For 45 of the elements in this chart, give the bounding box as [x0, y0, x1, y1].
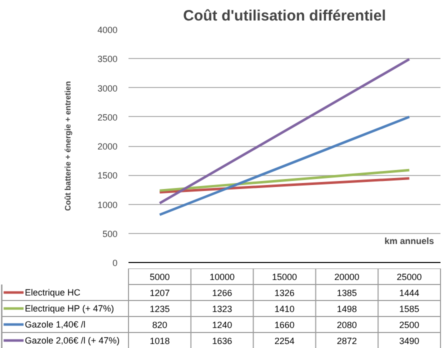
- x-tick-label: 10000: [210, 272, 235, 282]
- y-tick-label: 500: [102, 228, 118, 239]
- data-label: 2080: [336, 320, 357, 330]
- x-tick-label: 15000: [272, 272, 298, 282]
- legend-label: Gazole 2,06€ /l (+ 47%): [24, 336, 120, 346]
- y-axis-title: Coût batterie + énergie + entretien: [63, 80, 72, 211]
- y-tick-label: 2000: [97, 142, 118, 152]
- data-label: 1018: [150, 336, 170, 346]
- legend-label: Gazole 1,40€ /l: [24, 320, 86, 330]
- data-label: 1266: [212, 288, 232, 298]
- x-tick-label: 5000: [150, 272, 170, 282]
- y-tick-label: 1000: [97, 200, 118, 210]
- chart-title: Coût d'utilisation différentiel: [183, 8, 386, 24]
- x-axis-title: km annuels: [384, 236, 434, 246]
- legend-label: Electrique HC: [24, 288, 81, 298]
- line-series: [158, 168, 411, 192]
- y-tick-label: 3000: [97, 83, 118, 94]
- data-label: 2872: [336, 336, 357, 346]
- data-label: 1498: [336, 304, 357, 314]
- legend-label: Electrique HP (+ 47%): [24, 304, 114, 314]
- data-label: 1323: [212, 304, 232, 314]
- data-label: 2500: [399, 320, 420, 330]
- data-label: 2254: [274, 336, 295, 346]
- line-series: [158, 58, 411, 204]
- x-tick-label: 20000: [334, 272, 360, 282]
- data-label: 1585: [399, 304, 420, 314]
- y-tick-label: 3500: [97, 54, 118, 64]
- x-tick-label: 25000: [396, 272, 422, 282]
- data-label: 1410: [274, 304, 295, 314]
- line-series: [158, 116, 411, 216]
- line-series: [158, 177, 411, 194]
- y-tick-label: 2500: [97, 112, 118, 122]
- y-tick-label: 1500: [97, 170, 118, 181]
- data-label: 1235: [150, 304, 170, 314]
- y-tick-label: 0: [112, 258, 118, 268]
- data-label: 1385: [336, 288, 357, 298]
- data-label: 820: [152, 320, 168, 330]
- data-label: 1240: [212, 320, 232, 330]
- data-label: 1207: [150, 288, 170, 298]
- data-label: 3490: [399, 336, 420, 346]
- data-label: 1444: [399, 288, 420, 298]
- data-label: 1326: [274, 288, 295, 298]
- data-label: 1660: [274, 320, 295, 330]
- y-tick-label: 4000: [97, 25, 118, 35]
- data-label: 1636: [212, 336, 232, 346]
